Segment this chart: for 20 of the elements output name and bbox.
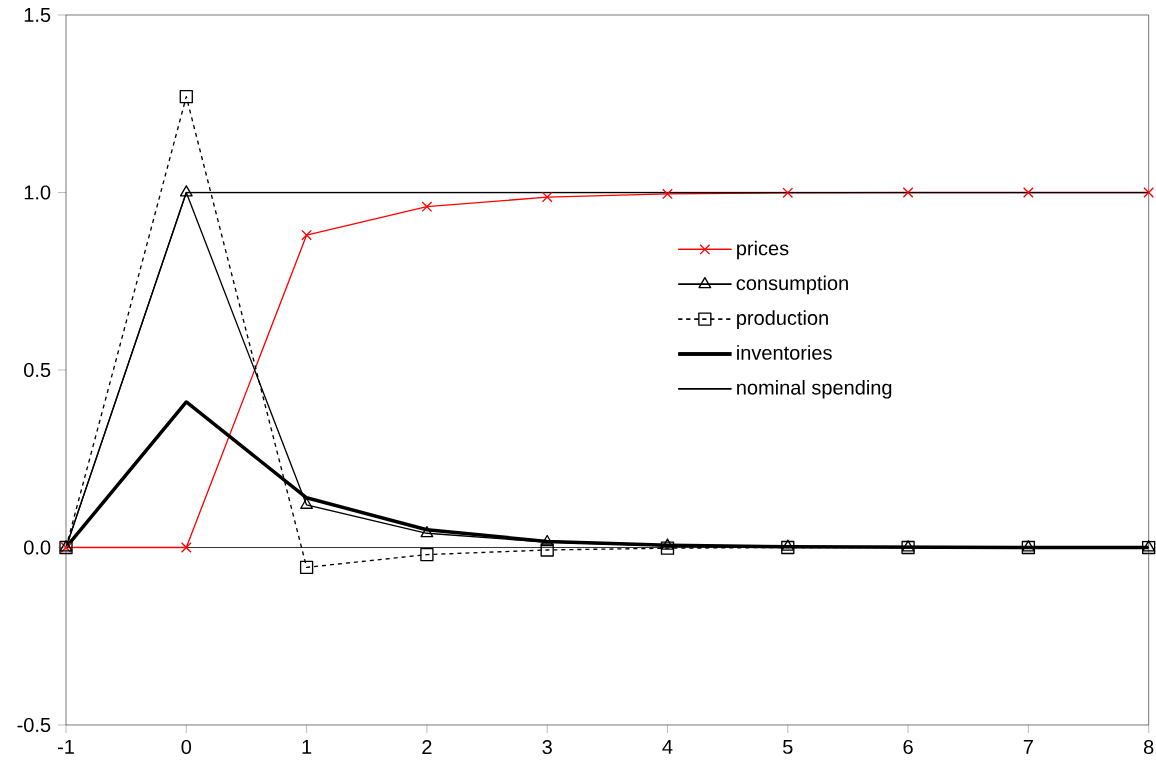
legend-label: production — [737, 310, 828, 329]
x-tick-label: 5 — [783, 739, 793, 754]
y-tick-label: 0.5 — [24, 362, 51, 378]
x-tick-label: 0 — [181, 739, 192, 755]
x-tick-label: 6 — [903, 739, 913, 755]
x-tick-label: -1 — [57, 739, 74, 754]
legend-label: prices — [737, 240, 789, 260]
x-tick-label: 8 — [1143, 739, 1154, 755]
x-tick-label: 3 — [542, 739, 552, 755]
x-tick-label: 7 — [1023, 739, 1033, 754]
y-tick-label: -0.5 — [17, 717, 51, 733]
y-tick-label: 1.5 — [24, 8, 51, 22]
legend-label: nominal spending — [737, 379, 892, 399]
legend-label: consumption — [736, 275, 848, 295]
x-tick-label: 4 — [662, 739, 673, 754]
x-tick-label: 1 — [302, 739, 312, 754]
y-tick-label: 1.0 — [24, 185, 51, 200]
legend-label: inventories — [737, 345, 832, 360]
x-tick-label: 2 — [422, 739, 432, 754]
y-tick-label: 0.0 — [24, 540, 51, 555]
